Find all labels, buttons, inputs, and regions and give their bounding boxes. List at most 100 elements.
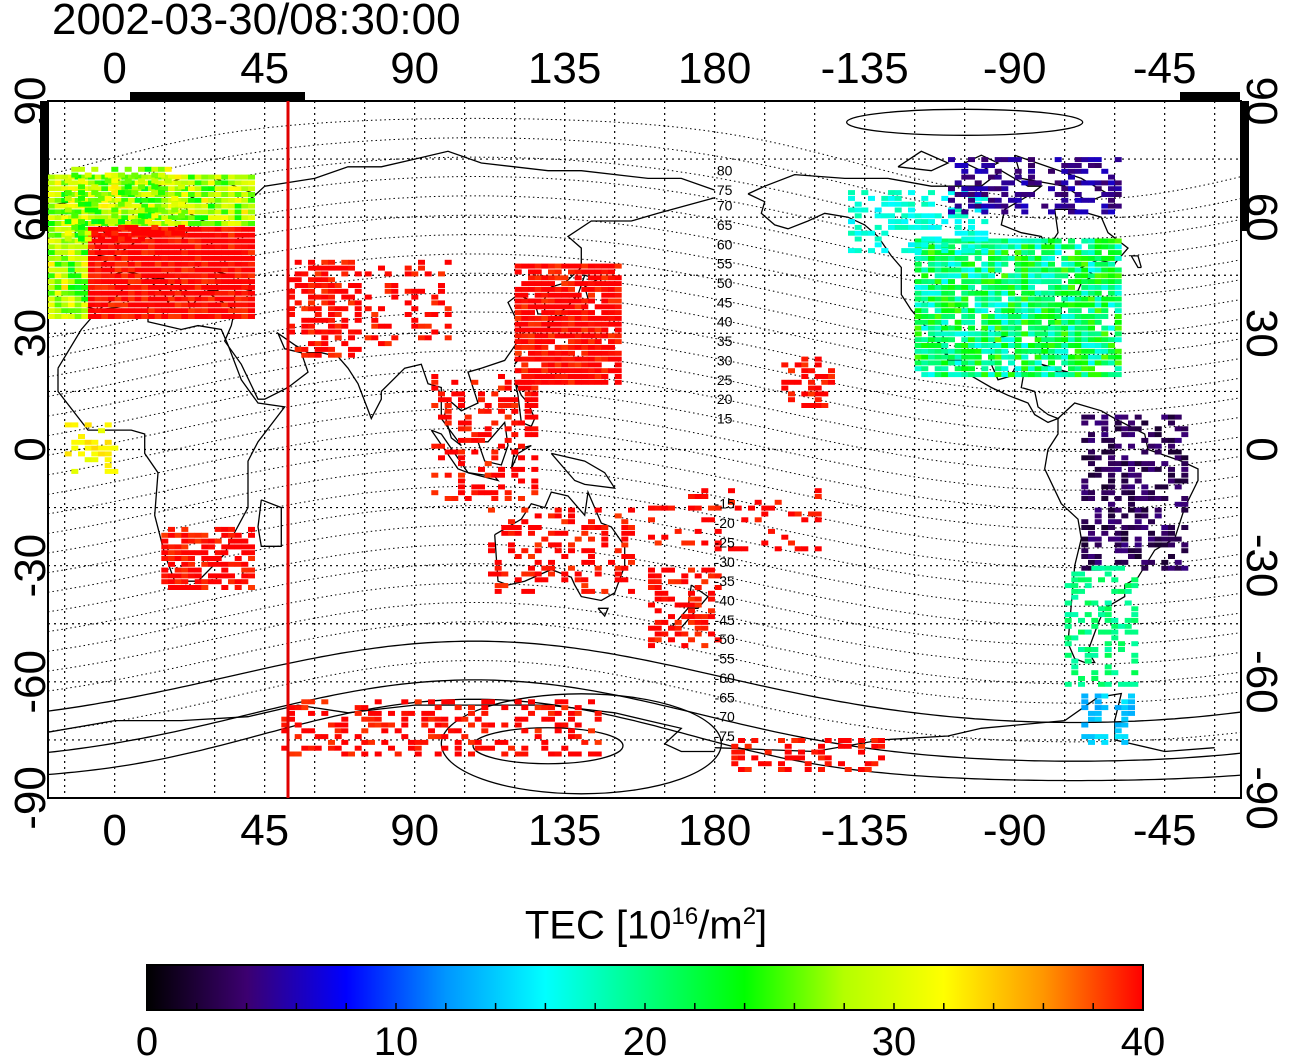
magnetic-contour	[48, 602, 1241, 685]
tec-cell	[458, 437, 465, 443]
tec-cell	[968, 273, 975, 279]
tec-cell	[908, 201, 915, 207]
tec-cell	[108, 284, 115, 290]
tec-cell	[64, 422, 72, 428]
tec-cell	[174, 567, 182, 573]
tec-cell	[1014, 261, 1022, 267]
tec-cell	[314, 306, 322, 312]
tec-cell	[574, 310, 582, 316]
tec-cell	[131, 219, 139, 225]
tec-cell	[1014, 296, 1022, 302]
tec-cell	[334, 734, 342, 740]
tec-cell	[954, 372, 962, 378]
tec-cell	[821, 391, 829, 397]
tec-cell	[208, 314, 215, 319]
tec-cell	[854, 213, 862, 219]
tec-cell	[294, 722, 302, 728]
tec-cell	[708, 590, 715, 596]
tec-cell	[608, 281, 615, 287]
tec-cell	[201, 302, 209, 308]
tec-cell	[534, 513, 542, 519]
tec-cell	[288, 294, 295, 300]
tec-cell	[928, 201, 935, 207]
tec-cell	[954, 284, 962, 290]
tec-cell	[1068, 308, 1075, 314]
tec-cell	[108, 273, 115, 279]
tec-cell	[1048, 186, 1055, 192]
tec-cell	[181, 556, 189, 561]
tec-cell	[621, 554, 629, 559]
tec-cell	[1148, 536, 1155, 542]
tec-cell	[1054, 308, 1062, 314]
contour-label: 65	[717, 217, 733, 233]
tec-cell	[308, 283, 315, 288]
tec-cell	[368, 710, 375, 716]
tec-cell	[1108, 466, 1115, 472]
tec-cell	[541, 281, 549, 287]
tec-cell	[1078, 647, 1085, 652]
tec-cell	[194, 290, 202, 296]
tec-cell	[1174, 501, 1182, 507]
tec-cell	[531, 484, 539, 490]
tec-cell	[878, 738, 885, 743]
tec-cell	[1028, 331, 1035, 337]
tec-cell	[154, 308, 162, 314]
tec-cell	[961, 163, 969, 168]
tec-cell	[594, 716, 602, 722]
tec-cell	[548, 710, 555, 716]
tec-cell	[1061, 290, 1069, 296]
tec-cell	[444, 335, 452, 341]
tec-cell	[1081, 360, 1089, 366]
tec-cell	[688, 637, 695, 643]
tec-cell	[1054, 366, 1062, 372]
tec-cell	[1074, 250, 1082, 256]
tec-cell	[528, 281, 535, 287]
tec-cell	[188, 250, 195, 256]
tec-cell	[1134, 548, 1142, 554]
tec-cell	[241, 579, 249, 585]
tec-cell	[581, 548, 589, 554]
tec-cell	[1174, 437, 1182, 443]
tec-cell	[954, 343, 962, 348]
tec-cell	[921, 250, 929, 256]
tec-cell	[531, 432, 539, 438]
tec-cell	[581, 310, 589, 316]
tec-cell	[181, 308, 189, 314]
tec-cell	[1101, 360, 1109, 366]
tec-cell	[1014, 331, 1022, 337]
tec-cell	[701, 567, 709, 573]
tec-cell	[561, 304, 569, 310]
tec-cell	[901, 248, 909, 254]
tec-cell	[654, 637, 662, 643]
tec-cell	[1034, 354, 1042, 360]
tec-cell	[1088, 366, 1095, 372]
tec-cell	[694, 505, 702, 511]
tec-cell	[201, 550, 209, 556]
tec-cell	[914, 319, 922, 325]
tec-cell	[444, 306, 452, 312]
tec-cell	[614, 350, 622, 356]
tec-cell	[588, 281, 595, 287]
tec-cell	[1114, 157, 1122, 163]
tec-cell	[431, 374, 439, 379]
tec-cell	[968, 354, 975, 360]
tec-cell	[1111, 588, 1119, 594]
tec-cell	[314, 352, 322, 358]
tec-cell	[534, 728, 542, 734]
tec-cell	[894, 201, 902, 207]
tec-cell	[928, 325, 935, 331]
tec-cell	[1108, 296, 1115, 302]
tec-cell	[814, 385, 822, 391]
tec-cell	[91, 439, 99, 445]
tec-cell	[141, 302, 149, 308]
tec-cell	[568, 292, 575, 298]
tec-cell	[1061, 203, 1069, 209]
tec-cell	[328, 277, 335, 283]
tec-cell	[248, 232, 255, 238]
tec-cell	[1121, 536, 1129, 542]
tec-cell	[521, 751, 529, 757]
tec-cell	[568, 542, 575, 548]
tec-cell	[548, 530, 555, 536]
contour-label: 55	[717, 256, 733, 272]
tec-cell	[494, 739, 502, 745]
